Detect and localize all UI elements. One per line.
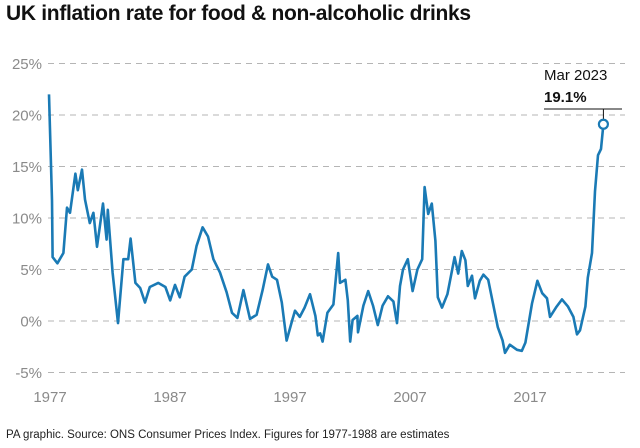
annotation-value: 19.1% [544,89,587,106]
x-tick-label: 1977 [33,389,66,406]
y-tick-label: -5% [15,365,42,382]
source-note: PA graphic. Source: ONS Consumer Prices … [6,429,450,441]
y-tick-label: 20% [12,108,42,125]
latest-value-marker [597,118,610,130]
series-line [47,94,605,355]
y-tick-label: 15% [12,159,42,176]
y-tick-label: 5% [20,262,42,279]
x-tick-label: 1997 [273,389,306,406]
gridlines [48,63,625,373]
y-tick-label: 10% [12,211,42,228]
y-tick-label: 25% [12,56,42,73]
x-axis-ticks: 1977 1987 1997 2007 2017 [33,389,546,406]
chart-title: UK inflation rate for food & non-alcohol… [6,2,471,25]
y-axis-ticks: 25% 20% 15% 10% 5% 0% -5% [12,56,42,382]
x-tick-label: 2007 [393,389,426,406]
y-tick-label: 0% [20,314,42,331]
x-tick-label: 2017 [513,389,546,406]
annotation-date: Mar 2023 [544,67,607,84]
x-tick-label: 1987 [153,389,186,406]
